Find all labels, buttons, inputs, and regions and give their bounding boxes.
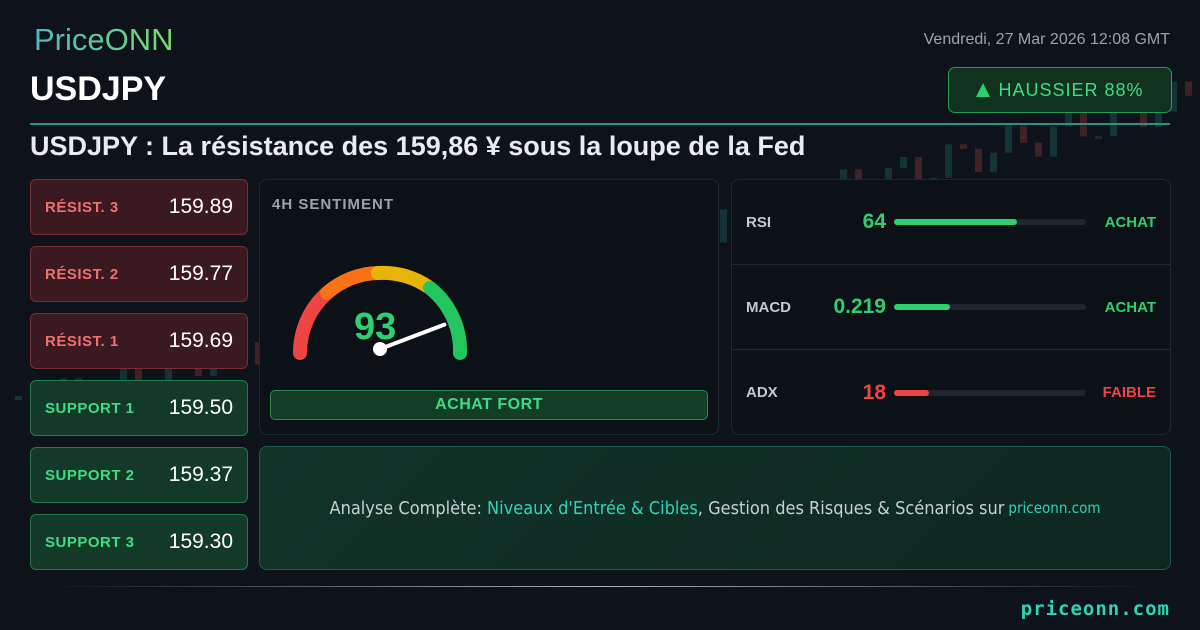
indicators-panel: RSI 64 ACHAT MACD 0.219 ACHAT ADX 18 FAIBLE: [731, 179, 1171, 435]
level-label: RÉSIST. 3: [45, 198, 119, 216]
bg-candle: [1155, 111, 1162, 128]
headline: USDJPY : La résistance des 159,86 ¥ sous…: [30, 131, 806, 161]
footer-site-link[interactable]: priceonn.com: [1020, 598, 1170, 620]
indicator-signal: ACHAT: [1104, 298, 1156, 316]
bg-candle: [1035, 142, 1042, 157]
bg-candle: [945, 144, 952, 178]
bg-candle: [1140, 102, 1147, 128]
indicator-row-macd: MACD 0.219 ACHAT: [732, 265, 1170, 350]
cta-highlight-link[interactable]: Niveaux d'Entrée & Cibles: [487, 497, 698, 519]
indicator-signal: ACHAT: [1104, 213, 1156, 231]
level-value: 159.89: [168, 195, 233, 218]
bg-candle: [1185, 81, 1192, 96]
triangle-up-icon: [976, 83, 991, 97]
level-support: SUPPORT 1 159.50: [30, 380, 248, 436]
sentiment-score: 93: [354, 306, 397, 348]
level-value: 159.77: [168, 262, 233, 285]
header-divider: [30, 123, 1170, 125]
indicator-bar: [894, 219, 1086, 225]
indicator-bar-fill: [894, 219, 1017, 225]
gauge-orange: [320, 266, 385, 300]
sentiment-gauge: [292, 265, 468, 360]
level-resistance: RÉSIST. 3 159.89: [30, 179, 248, 235]
gauge-yellow: [371, 265, 437, 295]
gauge-green: [423, 281, 468, 360]
priceonn-logo: PriceONN: [34, 22, 174, 57]
indicator-name: RSI: [746, 213, 772, 231]
level-label: SUPPORT 1: [45, 399, 135, 417]
bg-candle: [120, 361, 127, 385]
pair-title: USDJPY: [30, 70, 167, 108]
bg-candle: [1065, 111, 1072, 127]
sentiment-verdict: ACHAT FORT: [270, 390, 708, 420]
cta-prefix: Analyse Complète:: [329, 497, 488, 519]
bg-candle: [165, 358, 172, 392]
indicator-bar: [894, 389, 1086, 396]
bg-candle: [720, 209, 727, 243]
bg-candle: [1095, 136, 1102, 140]
level-resistance: RÉSIST. 1 159.69: [30, 313, 248, 369]
gauge-red: [292, 286, 334, 360]
level-value: 159.30: [168, 530, 233, 553]
bg-candle: [135, 361, 142, 384]
indicator-value: 64: [862, 210, 886, 233]
bg-candle: [960, 144, 967, 149]
level-value: 159.37: [168, 463, 233, 486]
bg-candle: [1170, 81, 1177, 112]
bg-candle: [1050, 126, 1057, 157]
trend-badge: HAUSSIER 88%: [948, 67, 1172, 113]
trend-label: HAUSSIER 88%: [998, 79, 1144, 100]
bg-candle: [210, 368, 217, 376]
cta-middle: , Gestion des Risques & Scénarios sur: [697, 497, 1005, 519]
level-support: SUPPORT 2 159.37: [30, 447, 248, 503]
bg-candle: [990, 152, 997, 173]
level-value: 159.50: [168, 396, 233, 419]
bg-candle: [915, 156, 922, 183]
footer-divider: [50, 586, 1150, 587]
date-timestamp: Vendredi, 27 Mar 2026 12:08 GMT: [923, 31, 1170, 48]
indicator-signal: FAIBLE: [1102, 384, 1156, 401]
indicator-name: MACD: [746, 298, 791, 316]
cta-site-link[interactable]: priceonn.com: [1008, 499, 1101, 517]
level-label: SUPPORT 3: [45, 533, 135, 551]
indicator-value: 18: [862, 380, 886, 404]
level-label: SUPPORT 2: [45, 466, 135, 484]
indicator-row-rsi: RSI 64 ACHAT: [732, 180, 1170, 265]
bg-candle: [1020, 125, 1027, 143]
level-support: SUPPORT 3 159.30: [30, 514, 248, 570]
bg-candle: [975, 148, 982, 173]
full-analysis-cta[interactable]: Analyse Complète: Niveaux d'Entrée & Cib…: [259, 446, 1171, 570]
indicator-bar-fill: [894, 304, 950, 310]
bg-candle: [900, 156, 907, 168]
indicator-bar-fill: [894, 389, 929, 396]
indicator-value: 0.219: [833, 295, 886, 318]
gauge-needle: [378, 322, 447, 351]
level-label: RÉSIST. 1: [45, 332, 119, 350]
sentiment-panel: 4H SENTIMENT 93 ACHAT FORT: [259, 179, 719, 435]
indicator-row-adx: ADX 18 FAIBLE: [732, 350, 1170, 435]
bg-candle: [1005, 125, 1012, 153]
level-value: 159.69: [168, 329, 233, 352]
level-label: RÉSIST. 2: [45, 265, 119, 283]
bg-candle: [1110, 102, 1117, 137]
gauge-pivot: [373, 342, 387, 356]
bg-candle: [15, 396, 22, 400]
sentiment-title: 4H SENTIMENT: [272, 196, 395, 213]
bg-candle: [255, 342, 262, 365]
level-resistance: RÉSIST. 2 159.77: [30, 246, 248, 302]
indicator-name: ADX: [746, 384, 778, 401]
indicator-bar: [894, 304, 1086, 310]
